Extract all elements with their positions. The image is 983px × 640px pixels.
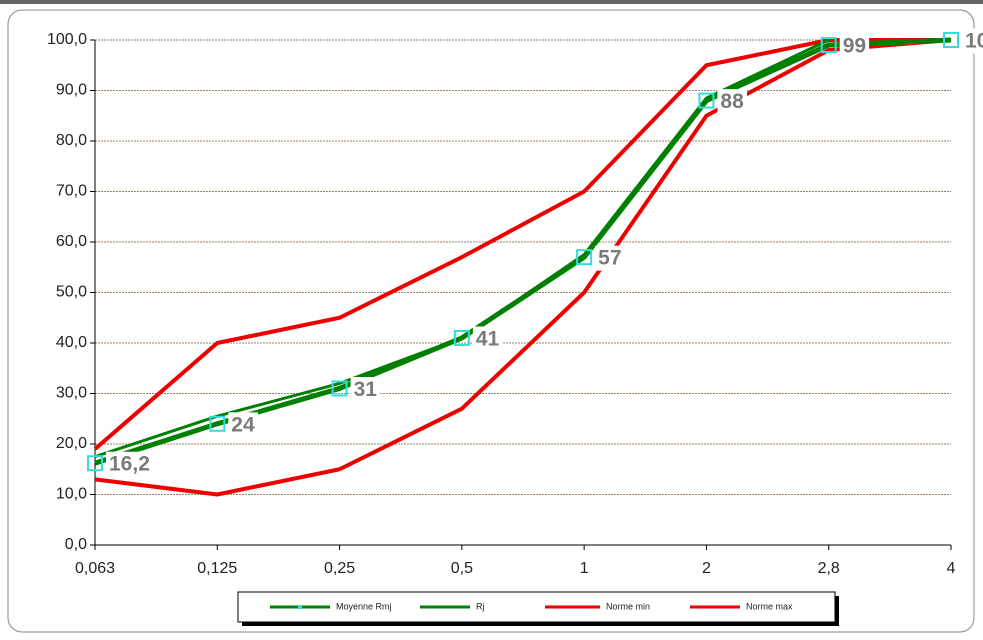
y-tick-label: 0,0 [65,536,87,553]
y-tick-label: 100,0 [47,31,87,48]
y-tick-label: 50,0 [56,284,87,301]
marker [576,249,593,266]
x-tick-label: 0,125 [197,560,237,577]
y-tick-label: 10,0 [56,486,87,503]
marker [820,37,837,54]
top-bar [0,0,983,4]
legend-marker [298,605,302,609]
series-line [94,38,952,497]
y-tick-label: 90,0 [56,82,87,99]
marker [331,380,348,397]
y-tick-label: 30,0 [56,385,87,402]
x-tick-label: 0,25 [324,560,355,577]
data-label-bg [839,33,870,59]
data-label: 99 [843,35,866,58]
legend-label: Norme min [606,601,650,611]
data-label-bg [595,245,625,271]
data-label-bg [962,28,983,54]
data-label-bg [472,326,503,352]
y-tick-label: 70,0 [56,183,87,200]
data-label: 31 [354,378,378,401]
y-tick-label: 80,0 [56,132,87,149]
series-line [93,38,951,451]
y-tick-label: 20,0 [56,435,87,452]
marker [453,329,470,346]
legend-label: Norme max [746,601,793,611]
y-tick-label: 60,0 [56,233,87,250]
data-label-bg [350,376,381,402]
marker [87,455,103,472]
y-tick-label: 40,0 [56,334,87,351]
data-label-bg [106,451,153,477]
data-label: 24 [231,413,255,436]
data-label: 16,2 [109,453,150,476]
data-label: 88 [720,90,744,113]
x-tick-label: 0,5 [451,560,473,577]
x-tick-label: 2,8 [818,560,840,577]
data-label: 100 [965,30,983,53]
data-label: 41 [476,327,500,350]
x-tick-label: 1 [580,560,589,577]
legend-label: Moyenne Rmj [336,601,392,611]
x-tick-label: 4 [947,560,956,577]
x-tick-label: 2 [702,560,711,577]
marker [943,32,959,48]
legend-label: Rj [476,601,485,611]
x-tick-label: 0,063 [75,560,115,577]
data-label-bg [228,412,258,438]
data-label: 57 [598,247,621,270]
marker [209,415,226,432]
data-label-bg [717,89,748,115]
marker [698,92,715,109]
